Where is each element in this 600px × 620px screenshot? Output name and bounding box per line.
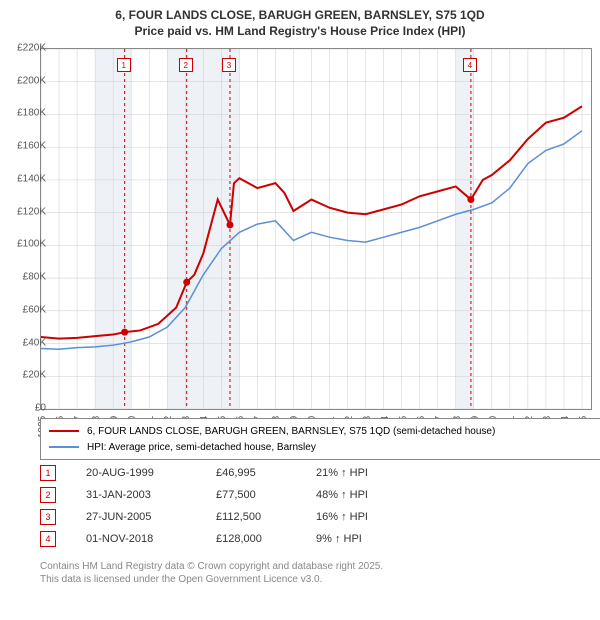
legend: 6, FOUR LANDS CLOSE, BARUGH GREEN, BARNS… <box>40 418 600 460</box>
sales-pct: 48% ↑ HPI <box>316 489 406 501</box>
sales-index-box: 4 <box>40 531 56 547</box>
sale-marker-box: 1 <box>117 58 131 72</box>
legend-row: HPI: Average price, semi-detached house,… <box>49 439 597 455</box>
y-tick-label: £60K <box>23 304 46 315</box>
sales-row: 3 27-JUN-2005£112,50016% ↑ HPI <box>40 506 406 528</box>
sale-marker-box: 4 <box>463 58 477 72</box>
legend-row: 6, FOUR LANDS CLOSE, BARUGH GREEN, BARNS… <box>49 423 597 439</box>
sales-row: 4 01-NOV-2018£128,0009% ↑ HPI <box>40 528 406 550</box>
plot-area <box>40 48 592 410</box>
chart-title: 6, FOUR LANDS CLOSE, BARUGH GREEN, BARNS… <box>0 0 600 39</box>
title-line-2: Price paid vs. HM Land Registry's House … <box>0 24 600 40</box>
plot-svg <box>41 49 591 409</box>
sales-date: 01-NOV-2018 <box>86 533 216 545</box>
y-tick-label: £0 <box>35 403 46 414</box>
chart-container: 6, FOUR LANDS CLOSE, BARUGH GREEN, BARNS… <box>0 0 600 620</box>
footer-attribution: Contains HM Land Registry data © Crown c… <box>40 560 383 586</box>
footer-line-2: This data is licensed under the Open Gov… <box>40 573 383 586</box>
y-tick-label: £200K <box>17 75 46 86</box>
legend-line-swatch <box>49 430 79 432</box>
sales-index-box: 3 <box>40 509 56 525</box>
y-tick-label: £80K <box>23 272 46 283</box>
sale-marker-box: 3 <box>222 58 236 72</box>
sales-price: £112,500 <box>216 511 316 523</box>
footer-line-1: Contains HM Land Registry data © Crown c… <box>40 560 383 573</box>
legend-line-swatch <box>49 446 79 448</box>
sales-pct: 21% ↑ HPI <box>316 467 406 479</box>
sales-date: 31-JAN-2003 <box>86 489 216 501</box>
sales-index-box: 2 <box>40 487 56 503</box>
sales-date: 20-AUG-1999 <box>86 467 216 479</box>
sales-row: 1 20-AUG-1999£46,99521% ↑ HPI <box>40 462 406 484</box>
y-tick-label: £100K <box>17 239 46 250</box>
y-tick-label: £160K <box>17 141 46 152</box>
legend-label: HPI: Average price, semi-detached house,… <box>87 442 316 453</box>
y-tick-label: £120K <box>17 206 46 217</box>
sale-marker-box: 2 <box>179 58 193 72</box>
y-tick-label: £140K <box>17 173 46 184</box>
sales-price: £128,000 <box>216 533 316 545</box>
sales-pct: 9% ↑ HPI <box>316 533 406 545</box>
sales-pct: 16% ↑ HPI <box>316 511 406 523</box>
y-tick-label: £20K <box>23 370 46 381</box>
y-tick-label: £220K <box>17 43 46 54</box>
y-tick-label: £180K <box>17 108 46 119</box>
y-tick-label: £40K <box>23 337 46 348</box>
sales-price: £46,995 <box>216 467 316 479</box>
sales-price: £77,500 <box>216 489 316 501</box>
title-line-1: 6, FOUR LANDS CLOSE, BARUGH GREEN, BARNS… <box>0 8 600 24</box>
sales-table: 1 20-AUG-1999£46,99521% ↑ HPI 2 31-JAN-2003… <box>40 462 406 550</box>
legend-label: 6, FOUR LANDS CLOSE, BARUGH GREEN, BARNS… <box>87 426 495 437</box>
sales-date: 27-JUN-2005 <box>86 511 216 523</box>
sales-index-box: 1 <box>40 465 56 481</box>
sales-row: 2 31-JAN-2003£77,50048% ↑ HPI <box>40 484 406 506</box>
